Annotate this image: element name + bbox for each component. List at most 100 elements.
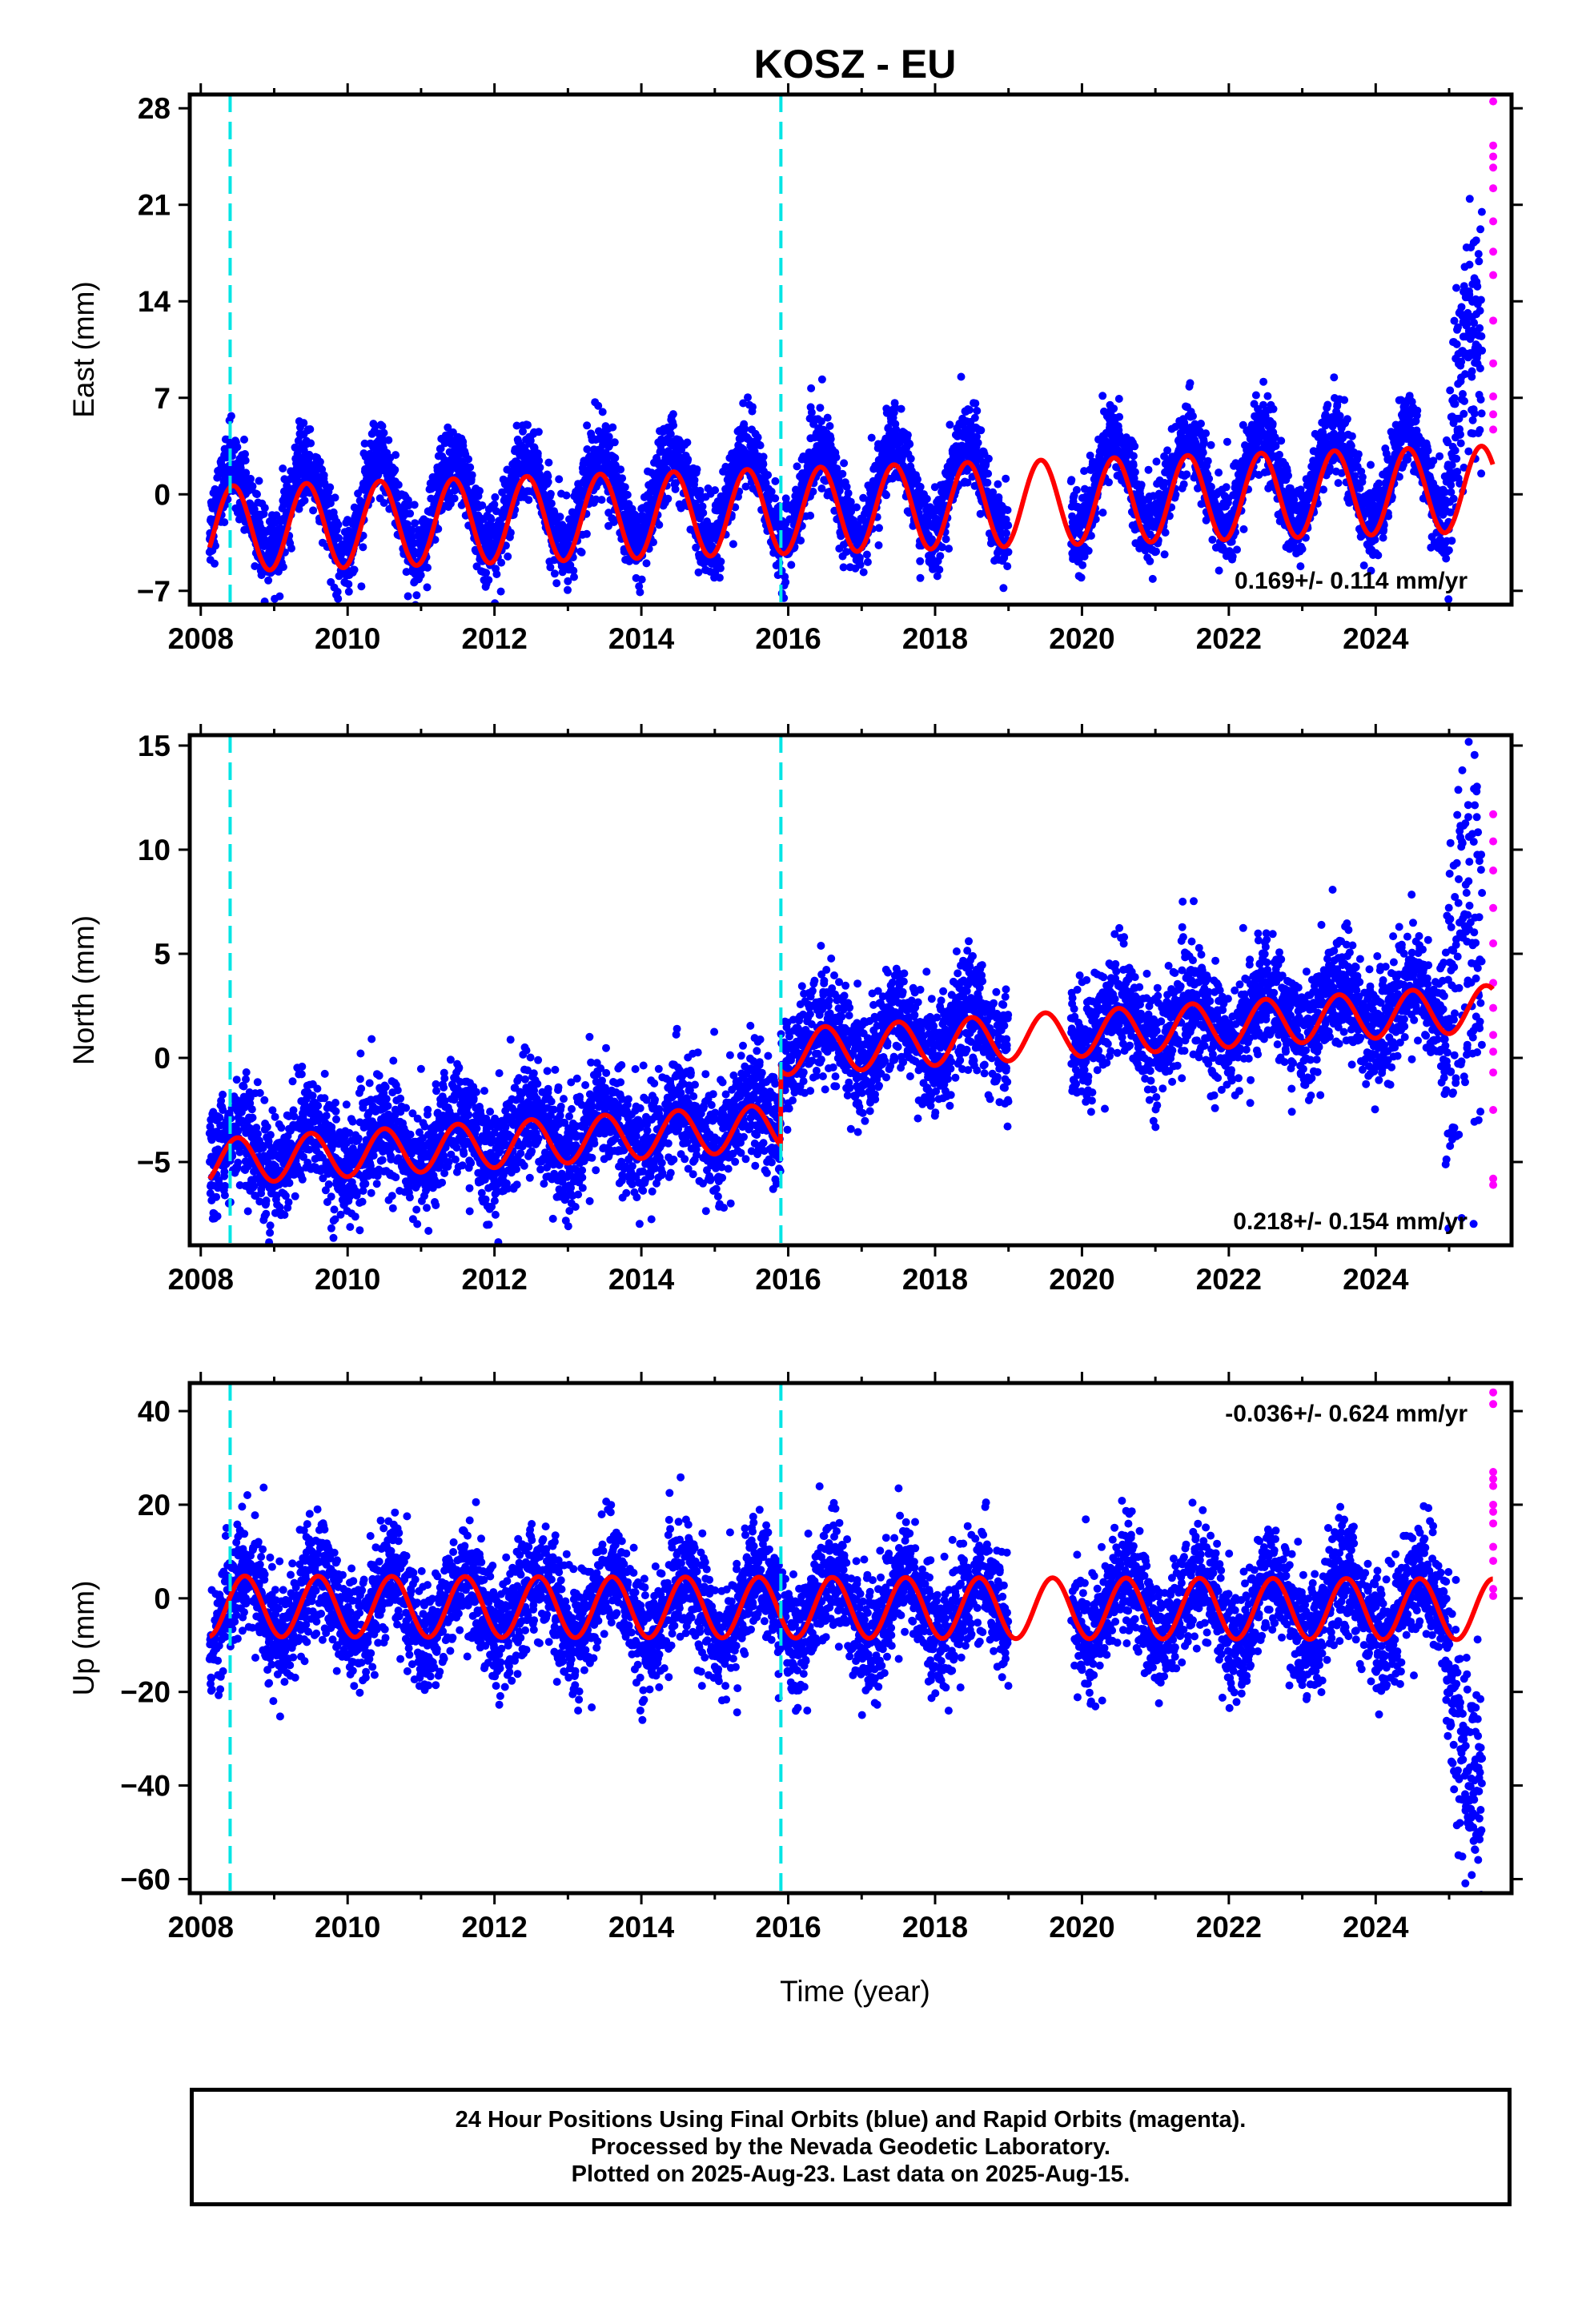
data-point [1205,474,1214,483]
data-point [1098,509,1107,517]
data-point [478,501,487,510]
data-point [862,550,871,559]
data-point [546,563,555,572]
data-point [916,573,925,582]
data-point [620,483,629,492]
data-point [983,478,992,487]
data-point [669,410,677,419]
data-point [1367,460,1375,469]
data-point [577,548,586,557]
data-point [344,580,353,589]
data-point [524,496,533,505]
data-point [1199,448,1207,457]
data-point [1105,478,1113,487]
data-point [484,576,493,585]
data-point [882,491,890,500]
data-point [916,557,925,565]
data-point [1148,574,1157,583]
data-point [897,404,905,413]
data-point [379,436,387,445]
data-point [999,584,1008,593]
data-point [524,420,532,429]
data-point [555,475,564,484]
data-point [416,571,425,580]
data-point [1130,468,1139,476]
data-point [756,441,765,450]
data-point [414,613,422,621]
data-point [1207,440,1215,449]
data-point [403,520,412,529]
data-point [1114,395,1123,403]
data-point [826,435,835,444]
data-point [1077,573,1086,582]
data-point [564,577,572,585]
data-point [1098,392,1107,400]
data-point [1334,479,1343,488]
data-point [1233,545,1241,554]
data-point [1182,470,1191,479]
data-point [984,454,993,463]
data-point [468,471,476,480]
data-point [1222,483,1231,492]
data-point [1275,450,1283,459]
data-point [424,563,432,572]
data-point [817,375,826,384]
data-point [583,421,592,430]
data-point [1189,412,1197,420]
data-point [1146,557,1154,565]
data-point [764,471,773,480]
data-point [1251,391,1260,400]
data-point [334,521,343,529]
data-point [946,420,954,429]
data-point [1003,562,1012,571]
data-point [874,541,883,549]
data-point [623,490,632,499]
data-point [942,535,950,544]
data-point [863,557,872,566]
data-point [1347,432,1356,440]
data-point [957,372,966,381]
data-point [299,419,308,428]
data-point [379,499,388,507]
data-point [526,436,535,445]
data-point [412,591,421,600]
data-point [240,435,248,444]
panel-east: 2008 2010 2012 2014 2016 2018 2020 2022 2024−707… [67,83,1523,655]
data-point [490,500,499,509]
data-point [1144,465,1153,474]
data-point [411,519,420,528]
data-point [241,450,249,458]
data-point [715,573,724,582]
data-point [1263,392,1272,400]
data-point [309,506,318,515]
data-point [1004,521,1013,530]
data-point [610,438,619,447]
data-point [255,476,263,485]
data-point [242,468,251,477]
data-point [825,422,834,430]
data-point [1002,529,1010,537]
data-point [729,540,737,549]
data-point [248,482,257,491]
plot-area [205,97,1498,621]
data-point [844,489,853,497]
data-point [394,480,403,489]
data-point [275,592,284,601]
data-point [684,455,693,464]
data-point [597,496,606,505]
data-point [272,511,281,520]
data-point [838,469,847,478]
data-point [496,587,505,596]
data-point [867,433,876,442]
data-point [556,513,564,521]
data-point [1340,396,1349,404]
data-point [767,487,776,496]
data-point [406,509,415,518]
data-point [749,403,757,412]
data-point [1129,460,1138,469]
panels: 2008 2010 2012 2014 2016 2018 2020 2022 2024−707… [67,83,1523,1944]
data-point [504,552,512,561]
data-point [664,494,673,503]
data-point [1130,442,1139,451]
